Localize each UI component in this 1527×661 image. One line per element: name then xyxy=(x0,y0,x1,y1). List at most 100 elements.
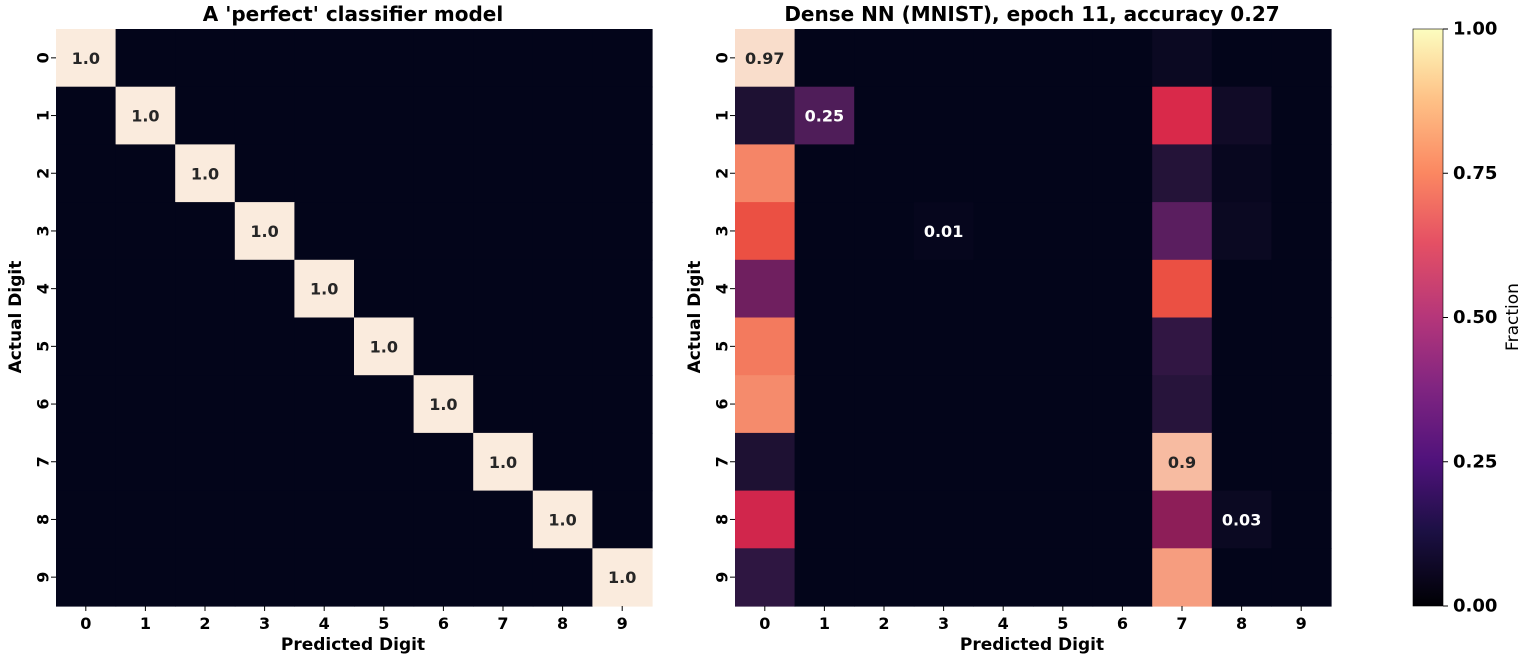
x-tick-label: 6 xyxy=(1117,614,1128,633)
heatmap-cell-r2-c8 xyxy=(1211,144,1272,203)
heatmap-cell-r1-c7 xyxy=(473,86,534,145)
heatmap-cell-r5-c6 xyxy=(413,317,474,376)
heatmap-cell-r3-c2 xyxy=(175,202,236,261)
heatmap-cell-r3-c5 xyxy=(1033,202,1094,261)
heatmap-cell-r8-c3 xyxy=(234,490,295,549)
cell-annotation-r8-c8: 1.0 xyxy=(548,510,576,529)
heatmap-cell-r4-c9 xyxy=(592,259,653,319)
heatmap-cell-r5-c7 xyxy=(473,317,534,376)
y-tick-label: 9 xyxy=(34,572,53,583)
heatmap-cell-r7-c3 xyxy=(913,432,974,492)
heatmap-cell-r8-c6 xyxy=(413,490,474,549)
heatmap-cell-r5-c3 xyxy=(913,317,974,376)
heatmap-cell-r1-c1 xyxy=(115,86,176,145)
heatmap-cell-r1-c2 xyxy=(175,86,236,145)
y-tick-label: 1 xyxy=(34,110,53,121)
heatmap-cell-r9-c0 xyxy=(735,548,796,607)
heatmap-cell-r8-c3 xyxy=(913,490,974,549)
heatmap-cell-r5-c5 xyxy=(354,317,415,376)
heatmap-cell-r5-c4 xyxy=(973,317,1034,376)
heatmap-cell-r1-c6 xyxy=(1092,86,1153,145)
heatmap-cell-r4-c8 xyxy=(1211,259,1272,319)
heatmap-cell-r6-c6 xyxy=(1092,375,1153,434)
heatmap-cell-r2-c0 xyxy=(56,144,117,203)
heatmap-cell-r4-c1 xyxy=(794,259,855,319)
heatmap-cell-r0-c6 xyxy=(1092,29,1153,88)
heatmap-cells xyxy=(735,29,1332,607)
heatmap-cell-r9-c2 xyxy=(175,548,236,607)
heatmap-cell-r0-c7 xyxy=(1152,29,1213,88)
heatmap-cell-r8-c6 xyxy=(1092,490,1153,549)
heatmap-cell-r4-c2 xyxy=(175,259,236,319)
heatmap-cell-r0-c3 xyxy=(234,29,295,88)
y-tick-label: 9 xyxy=(713,572,732,583)
heatmap-cell-r3-c1 xyxy=(794,202,855,261)
colorbar-ticks: 0.00 0.25 0.50 0.75 1.00 xyxy=(1443,19,1497,617)
heatmap-cell-r7-c0 xyxy=(735,432,796,492)
heatmap-cell-r2-c6 xyxy=(1092,144,1153,203)
heatmap-cell-r1-c2 xyxy=(854,86,915,145)
heatmap-cell-r8-c4 xyxy=(973,490,1034,549)
heatmap-cell-r1-c4 xyxy=(294,86,355,145)
colorbar-tick-label: 0.00 xyxy=(1453,596,1497,617)
heatmap-cell-r0-c1 xyxy=(794,29,855,88)
heatmap-cell-r1-c8 xyxy=(532,86,593,145)
heatmap-cell-r0-c5 xyxy=(1033,29,1094,88)
y-tick-label: 7 xyxy=(34,456,53,467)
heatmap-cell-r7-c2 xyxy=(175,432,236,492)
colorbar-tick-label: 0.50 xyxy=(1453,307,1497,328)
cell-annotation-r7-c7: 0.9 xyxy=(1168,453,1196,472)
heatmap-cell-r2-c6 xyxy=(413,144,474,203)
heatmap-cell-r1-c9 xyxy=(1271,86,1332,145)
heatmap-cell-r5-c8 xyxy=(532,317,593,376)
heatmap-cell-r6-c1 xyxy=(115,375,176,434)
heatmap-cell-r7-c4 xyxy=(973,432,1034,492)
heatmap-cell-r3-c4 xyxy=(973,202,1034,261)
heatmap-cell-r8-c8 xyxy=(1211,490,1272,549)
heatmap-cell-r1-c5 xyxy=(354,86,415,145)
heatmap-cell-r0-c6 xyxy=(413,29,474,88)
chart-title: Dense NN (MNIST), epoch 11, accuracy 0.2… xyxy=(784,2,1279,26)
heatmap-cell-r9-c0 xyxy=(56,548,117,607)
y-tick-label: 0 xyxy=(713,52,732,63)
colorbar-tick-label: 0.25 xyxy=(1453,451,1497,472)
heatmap-cell-r0-c9 xyxy=(592,29,653,88)
heatmap-cell-r4-c7 xyxy=(1152,259,1213,319)
x-tick-label: 5 xyxy=(1057,614,1068,633)
y-tick-label: 5 xyxy=(713,341,732,352)
heatmap-cell-r4-c3 xyxy=(913,259,974,319)
y-tick-label: 6 xyxy=(713,398,732,409)
heatmap-cell-r4-c6 xyxy=(1092,259,1153,319)
y-tick-label: 4 xyxy=(34,283,53,294)
heatmap-cell-r4-c0 xyxy=(735,259,796,319)
heatmap-cell-r9-c5 xyxy=(354,548,415,607)
heatmap-cell-r8-c0 xyxy=(56,490,117,549)
heatmap-cell-r2-c1 xyxy=(794,144,855,203)
cell-annotation-r1-c1: 0.25 xyxy=(805,107,844,126)
heatmap-cells xyxy=(56,29,653,607)
heatmap-cell-r9-c3 xyxy=(913,548,974,607)
heatmap-cell-r7-c7 xyxy=(1152,432,1213,492)
heatmap-cell-r6-c3 xyxy=(234,375,295,434)
heatmap-cell-r7-c1 xyxy=(115,432,176,492)
heatmap-cell-r2-c2 xyxy=(854,144,915,203)
heatmap-cell-r1-c5 xyxy=(1033,86,1094,145)
heatmap-cell-r1-c9 xyxy=(592,86,653,145)
heatmap-cell-r4-c5 xyxy=(354,259,415,319)
heatmap-cell-r1-c8 xyxy=(1211,86,1272,145)
heatmap-cell-r5-c0 xyxy=(735,317,796,376)
heatmap-cell-r1-c3 xyxy=(234,86,295,145)
y-tick-label: 0 xyxy=(34,52,53,63)
colorbar-label: Fraction xyxy=(1503,283,1523,351)
heatmap-cell-r0-c4 xyxy=(973,29,1034,88)
x-axis-label: Predicted Digit xyxy=(281,635,425,655)
heatmap-cell-r4-c8 xyxy=(532,259,593,319)
cell-annotation-r4-c4: 1.0 xyxy=(310,280,338,299)
y-tick-labels: 0 1 2 3 4 5 6 7 8 9 xyxy=(34,52,56,583)
heatmap-perfect-classifier: A 'perfect' classifier model 1.01.01.01.… xyxy=(6,2,653,655)
heatmap-cell-r6-c7 xyxy=(1152,375,1213,434)
heatmap-cell-r9-c6 xyxy=(1092,548,1153,607)
heatmap-cell-r8-c4 xyxy=(294,490,355,549)
heatmap-cell-r8-c1 xyxy=(115,490,176,549)
